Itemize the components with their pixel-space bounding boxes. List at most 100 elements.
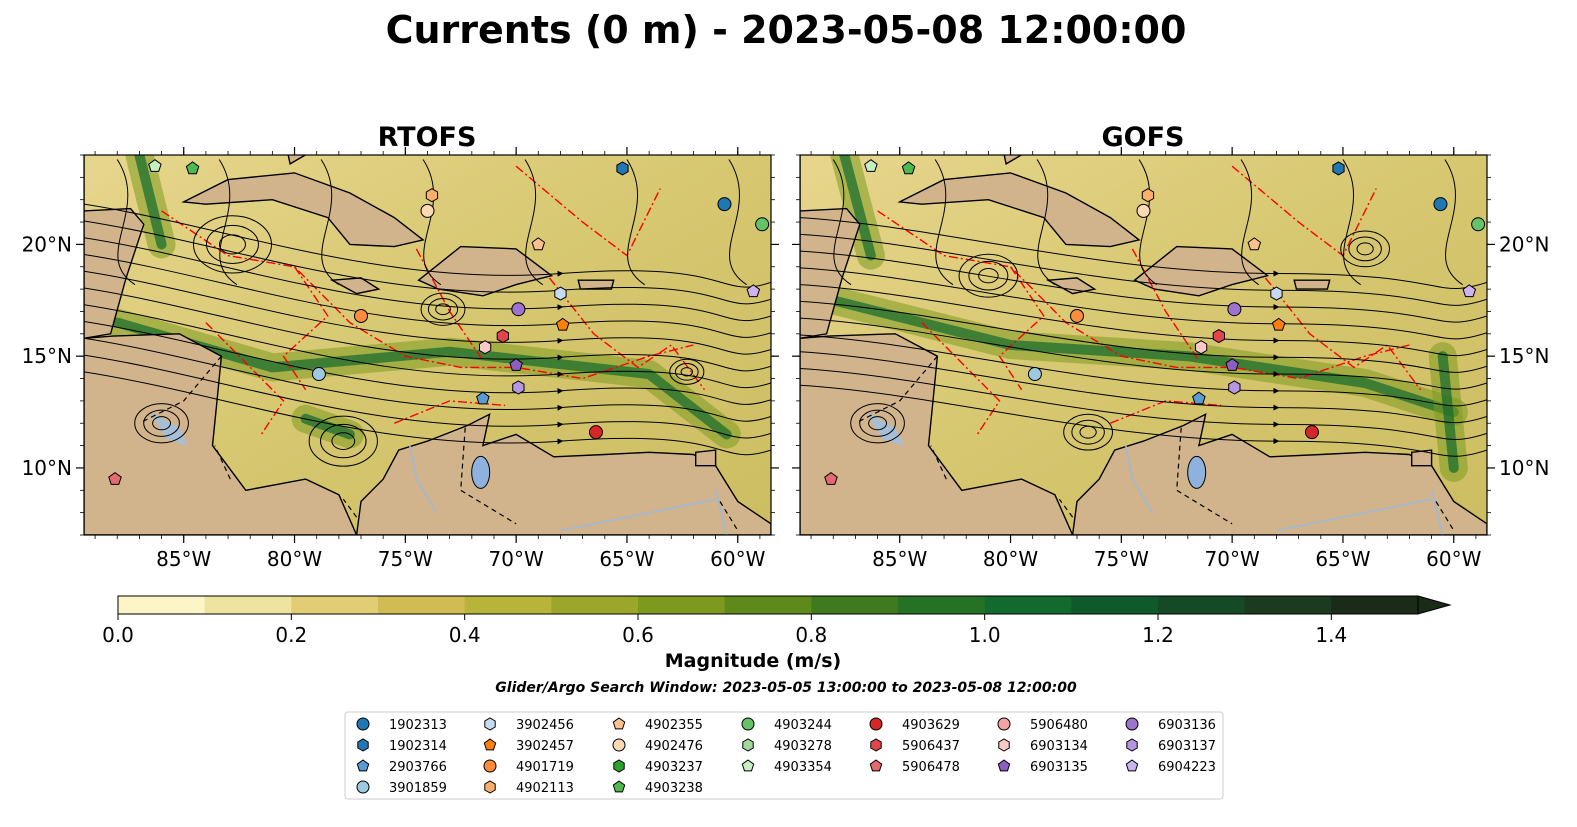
legend-marker-4901719 xyxy=(483,759,497,773)
national-border xyxy=(460,427,517,525)
float-4902355 xyxy=(531,237,546,251)
streamline xyxy=(800,233,1487,306)
legend-label-4903237: 4903237 xyxy=(645,760,703,775)
float-3901859 xyxy=(1027,367,1042,382)
x-tick-label: 70°W xyxy=(489,547,544,571)
float-4903237 xyxy=(910,135,921,148)
legend-marker-1902313 xyxy=(356,717,370,731)
river xyxy=(1430,490,1444,535)
float-3901859 xyxy=(311,367,326,382)
legend-marker-3902456 xyxy=(484,717,496,731)
eddy-streamline xyxy=(978,268,999,284)
x-tick-label: 60°W xyxy=(1426,547,1481,571)
float-1902314 xyxy=(1332,161,1345,176)
legend-marker-4903238 xyxy=(612,780,626,793)
legend-marker-6903137 xyxy=(1126,738,1138,752)
legend-marker-6903134 xyxy=(998,738,1010,752)
float-4903238 xyxy=(185,161,200,175)
streamline xyxy=(800,351,1487,424)
river xyxy=(714,490,728,535)
float-1902314 xyxy=(616,161,629,176)
eddy-streamline xyxy=(1079,425,1097,439)
lake-maracaibo xyxy=(471,455,491,489)
national-border xyxy=(855,355,938,424)
colorbar-segment xyxy=(118,596,206,614)
float-6903135 xyxy=(509,357,523,371)
legend-label-1902314: 1902314 xyxy=(389,739,447,754)
search-window-subtitle: Glider/Argo Search Window: 2023-05-05 13… xyxy=(495,680,1077,696)
x-tick-label: 85°W xyxy=(156,547,211,571)
float-6903136 xyxy=(1227,302,1242,317)
y-tick-label: 10°N xyxy=(22,456,72,480)
colorbar-segment xyxy=(984,596,1072,614)
float-6903137 xyxy=(512,380,525,395)
legend-label-5906478: 5906478 xyxy=(902,760,960,775)
land-florida-bahamas xyxy=(287,155,307,165)
float-5906437 xyxy=(496,329,509,344)
legend-marker-1902314 xyxy=(357,738,369,752)
eddy-streamline xyxy=(680,367,693,377)
x-tick-label: 65°W xyxy=(599,547,654,571)
float-4903244 xyxy=(1471,217,1486,232)
eddy-streamline xyxy=(850,403,905,444)
streamline xyxy=(84,321,771,405)
float-6904223 xyxy=(1462,284,1477,298)
national-border xyxy=(342,498,358,518)
streamline xyxy=(800,267,1487,340)
y-tick-label: 15°N xyxy=(1499,344,1549,368)
eez-boundary xyxy=(1231,165,1377,257)
panel-title-rtofs: RTOFS xyxy=(378,122,477,153)
legend-label-5906437: 5906437 xyxy=(902,739,960,754)
land-cuba xyxy=(897,172,1141,248)
float-1902313 xyxy=(1433,197,1448,212)
legend-marker-5906480 xyxy=(997,717,1011,731)
land-trinidad xyxy=(1411,449,1433,467)
current-jet-core xyxy=(134,155,167,250)
streamline xyxy=(1240,159,1260,286)
streamline xyxy=(116,159,136,286)
streamline xyxy=(84,304,771,389)
float-4903237 xyxy=(194,135,205,148)
colorbar-segment xyxy=(811,596,899,614)
streamline xyxy=(800,317,1487,390)
land-south-america xyxy=(1071,413,1487,535)
legend-label-6903135: 6903135 xyxy=(1030,760,1088,775)
eddy-streamline xyxy=(674,362,699,381)
eddy-streamline xyxy=(427,298,459,321)
legend-label-5906480: 5906480 xyxy=(1030,718,1088,733)
float-2903766 xyxy=(476,391,490,405)
legend-marker-3902457 xyxy=(483,738,497,751)
eddy-streamline xyxy=(205,224,259,264)
y-tick-label: 15°N xyxy=(22,344,72,368)
float-4901719 xyxy=(354,308,369,323)
eddy-streamline xyxy=(435,303,451,316)
colorbar-segment xyxy=(464,596,552,614)
colorbar-segment xyxy=(898,596,986,614)
legend-marker-4902476 xyxy=(612,738,626,752)
colorbar-tick-label: 1.0 xyxy=(969,623,1001,647)
national-border xyxy=(214,445,231,480)
legend-marker-6903135 xyxy=(997,759,1011,772)
float-6903137 xyxy=(1228,380,1241,395)
streamline xyxy=(84,337,771,422)
float-6903134 xyxy=(479,340,492,355)
eddy-streamline xyxy=(192,215,272,274)
colorbar-tick-label: 0.0 xyxy=(102,623,134,647)
streamline xyxy=(800,384,1487,457)
streamline xyxy=(84,253,771,338)
float-5906478 xyxy=(108,471,122,485)
legend-label-3902457: 3902457 xyxy=(516,739,574,754)
legend-label-4903244: 4903244 xyxy=(774,718,832,733)
float-6903135 xyxy=(1225,357,1239,371)
streamline xyxy=(1138,159,1158,286)
float-4903354 xyxy=(148,159,162,172)
streamline xyxy=(800,367,1487,440)
eddy-streamline xyxy=(958,253,1019,298)
land-south-america xyxy=(355,413,771,535)
eddy-streamline xyxy=(143,409,180,437)
national-border xyxy=(1176,427,1233,525)
float-4902476 xyxy=(420,203,435,218)
float-4902113 xyxy=(1141,188,1155,203)
land-cuba xyxy=(181,172,425,248)
streamline xyxy=(626,159,645,286)
